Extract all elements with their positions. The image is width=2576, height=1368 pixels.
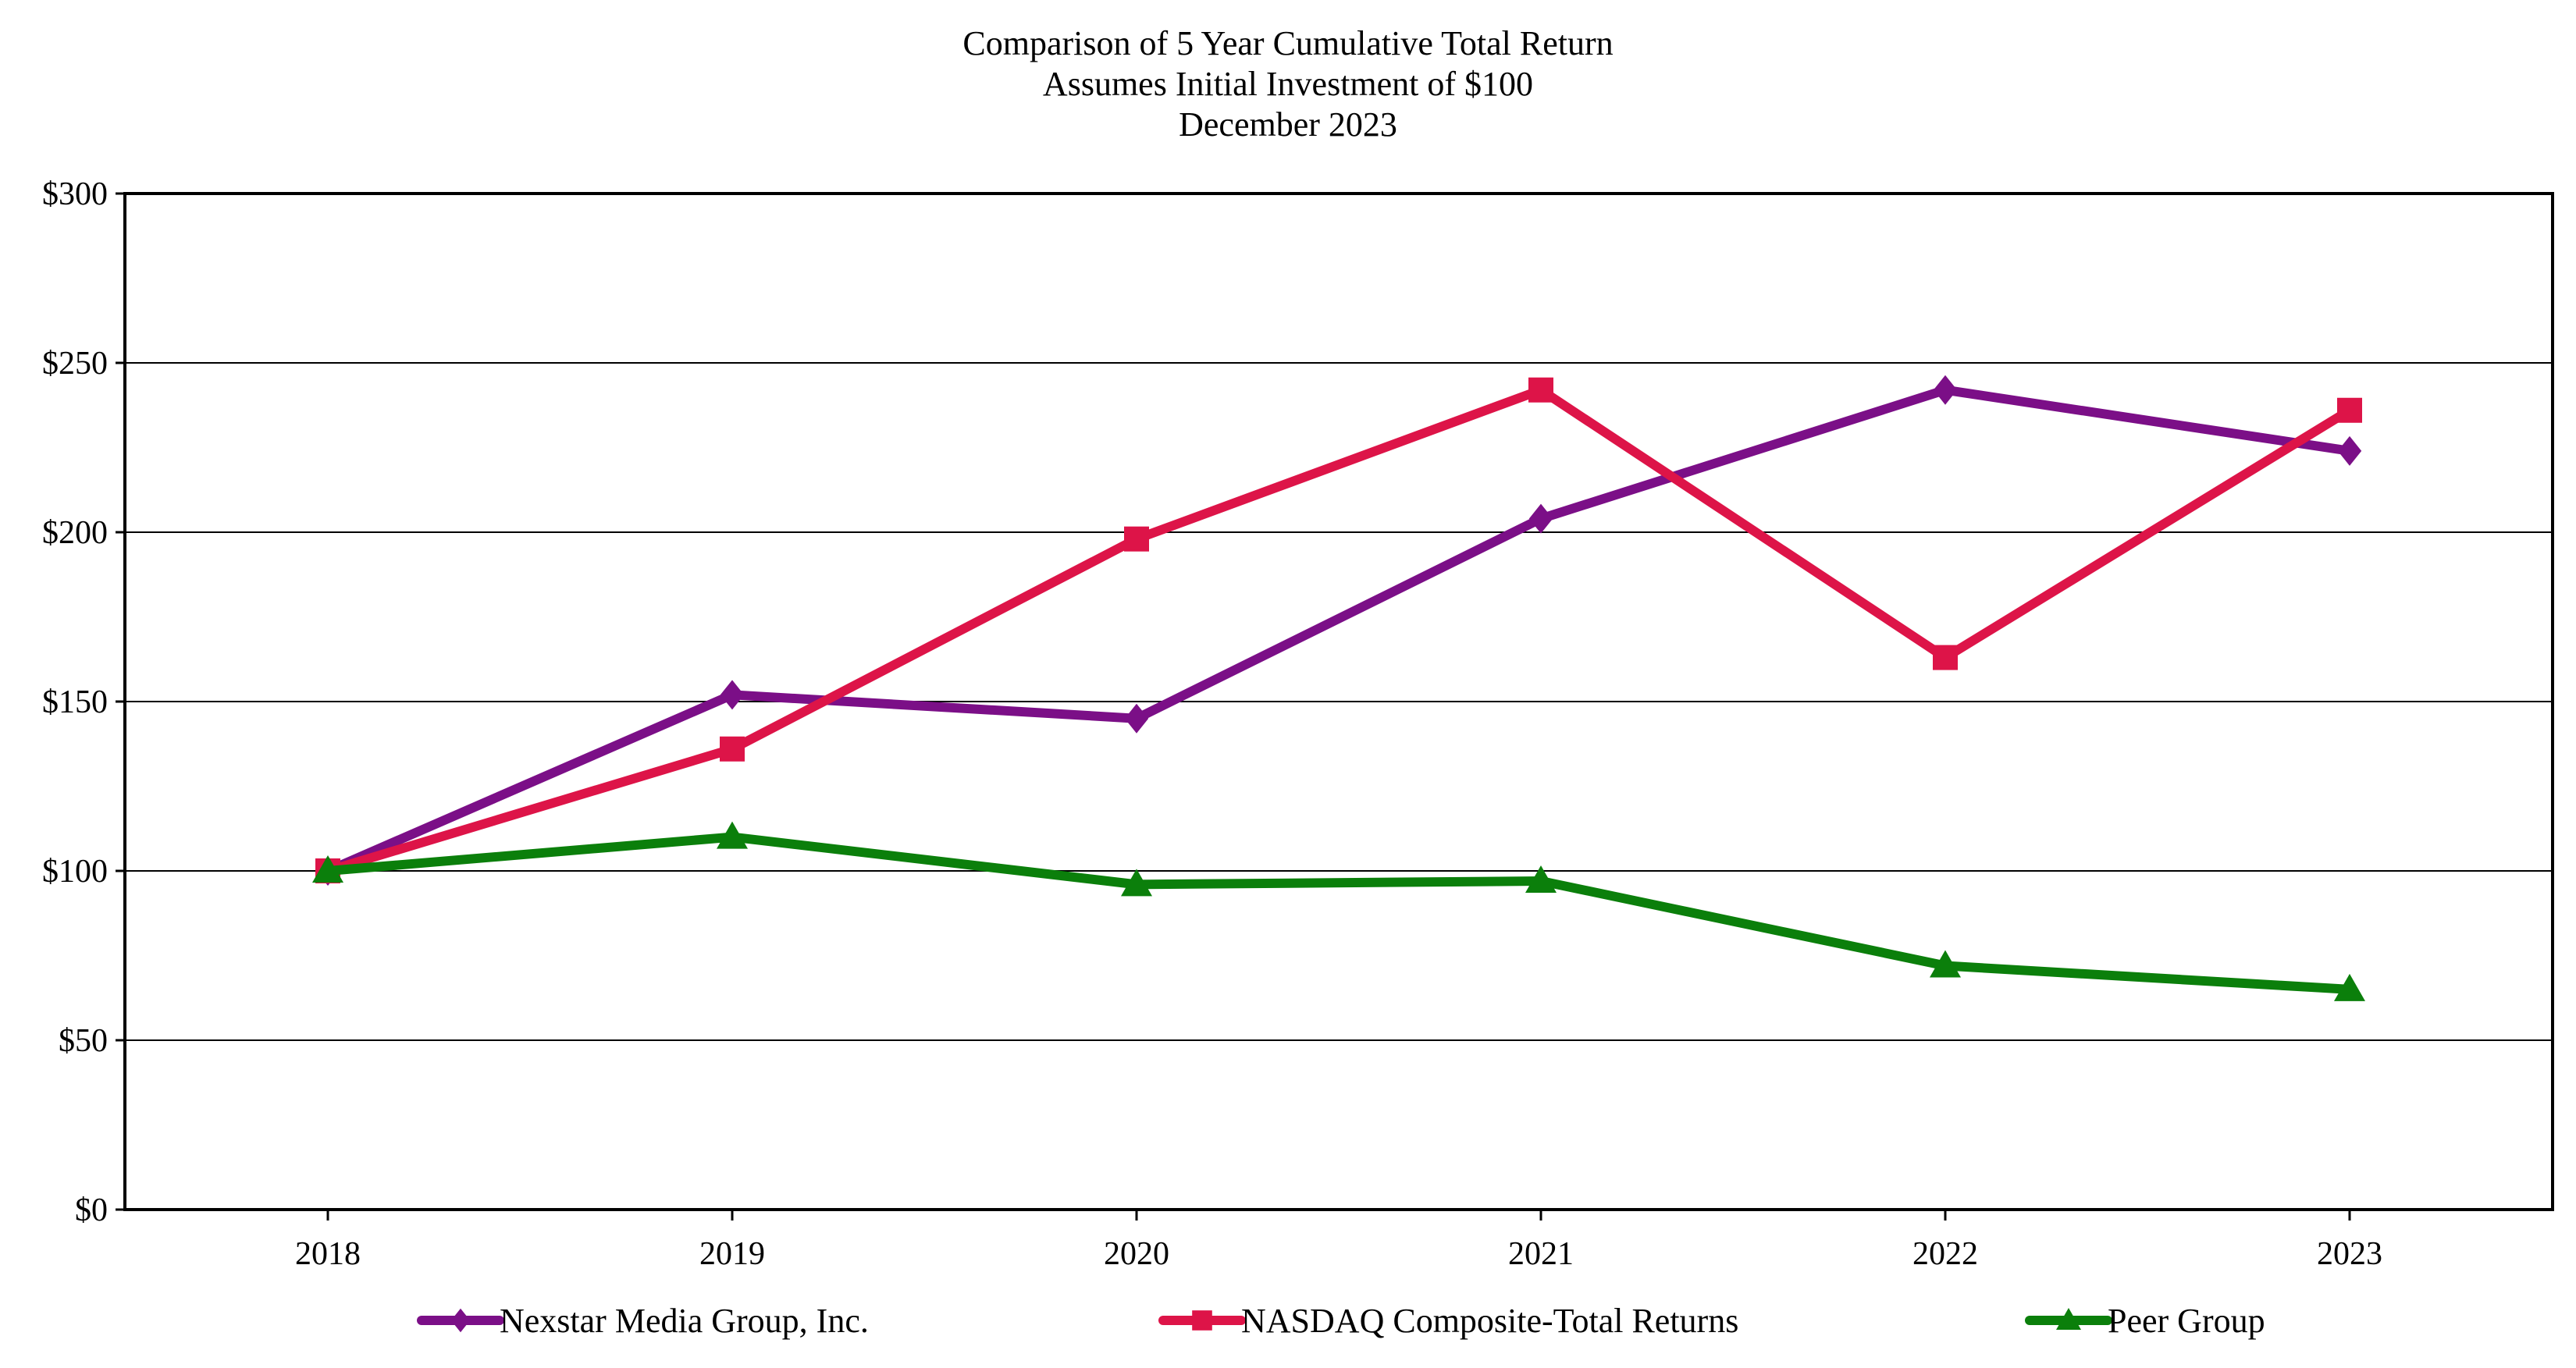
x-tick-label: 2020 <box>1104 1236 1169 1272</box>
series-group <box>312 375 2365 1001</box>
chart-subtitle-date: December 2023 <box>1179 105 1397 144</box>
chart-title-block: Comparison of 5 Year Cumulative Total Re… <box>0 23 2576 145</box>
legend-item: Peer Group <box>2025 1302 2265 1340</box>
data-point-diamond <box>720 680 745 710</box>
y-tick-label: $300 <box>42 176 108 212</box>
x-tick-label: 2023 <box>2317 1236 2382 1272</box>
data-point-diamond <box>1528 503 1553 534</box>
y-tick-label: $150 <box>42 684 108 720</box>
x-tick-label: 2019 <box>699 1236 765 1272</box>
legend-label: Nexstar Media Group, Inc. <box>500 1302 869 1340</box>
x-tick-label: 2022 <box>1912 1236 1978 1272</box>
data-point-triangle <box>2056 1308 2081 1330</box>
y-axis-ticks: $0 $50 $100 $150 $200 $250 $300 <box>42 176 125 1228</box>
legend: Nexstar Media Group, Inc. NASDAQ Composit… <box>417 1302 2265 1340</box>
chart-title: Comparison of 5 Year Cumulative Total Re… <box>962 24 1614 62</box>
data-point-diamond <box>1124 703 1149 734</box>
data-point-square <box>1124 526 1149 552</box>
data-point-diamond <box>2337 435 2362 466</box>
data-point-triangle <box>717 821 748 849</box>
y-tick-label: $100 <box>42 854 108 890</box>
legend-label: NASDAQ Composite-Total Returns <box>1241 1302 1738 1340</box>
data-point-triangle <box>1121 869 1152 897</box>
y-tick-label: $50 <box>59 1023 108 1059</box>
y-tick-label: $250 <box>42 346 108 382</box>
legend-item: NASDAQ Composite-Total Returns <box>1158 1302 1738 1340</box>
data-point-diamond <box>450 1308 471 1333</box>
y-tick-label: $200 <box>42 515 108 551</box>
y-tick-label: $0 <box>75 1192 108 1228</box>
series-2 <box>315 377 2362 883</box>
data-point-square <box>1192 1310 1212 1331</box>
x-tick-label: 2021 <box>1508 1236 1574 1272</box>
data-point-square <box>720 736 745 762</box>
series-3 <box>312 821 2365 1001</box>
legend-item: Nexstar Media Group, Inc. <box>417 1302 869 1340</box>
series-line <box>323 385 2354 876</box>
data-point-triangle <box>1930 950 1961 978</box>
data-point-square <box>1933 645 1958 670</box>
series-line <box>323 385 2354 876</box>
x-tick-label: 2018 <box>295 1236 361 1272</box>
data-point-triangle <box>312 855 343 883</box>
chart-subtitle: Assumes Initial Investment of $100 <box>1042 65 1534 103</box>
data-point-square <box>2337 397 2362 423</box>
series-1 <box>315 375 2362 886</box>
data-point-square <box>1528 377 1553 403</box>
x-axis-ticks: 2018 2019 2020 2021 2022 2023 <box>295 1210 2382 1272</box>
legend-label: Peer Group <box>2108 1302 2265 1340</box>
series-line <box>323 832 2354 994</box>
data-point-triangle <box>2334 973 2365 1001</box>
data-point-triangle <box>1525 865 1557 894</box>
data-point-diamond <box>1933 375 1958 405</box>
